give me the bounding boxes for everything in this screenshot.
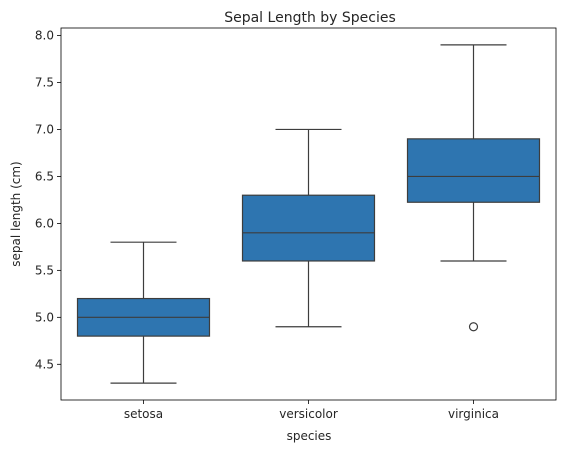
x-tick-label: virginica [448, 407, 499, 421]
y-tick-label: 8.0 [35, 29, 54, 43]
y-tick-label: 6.0 [35, 216, 54, 230]
y-axis-label: sepal length (cm) [9, 161, 23, 266]
x-tick-label: versicolor [279, 407, 338, 421]
y-tick-label: 6.5 [35, 169, 54, 183]
box-virginica [406, 138, 541, 203]
y-tick-label: 5.0 [35, 310, 54, 324]
x-axis-label: species [287, 429, 332, 443]
box-versicolor [241, 194, 376, 262]
x-tick-label: setosa [124, 407, 163, 421]
plot-area [76, 44, 541, 384]
outlier-point [468, 322, 479, 332]
y-tick-label: 7.5 [35, 75, 54, 89]
y-tick-label: 5.5 [35, 263, 54, 277]
y-tick-label: 7.0 [35, 122, 54, 136]
chart-title: Sepal Length by Species [224, 10, 396, 26]
y-tick-label: 4.5 [35, 357, 54, 371]
